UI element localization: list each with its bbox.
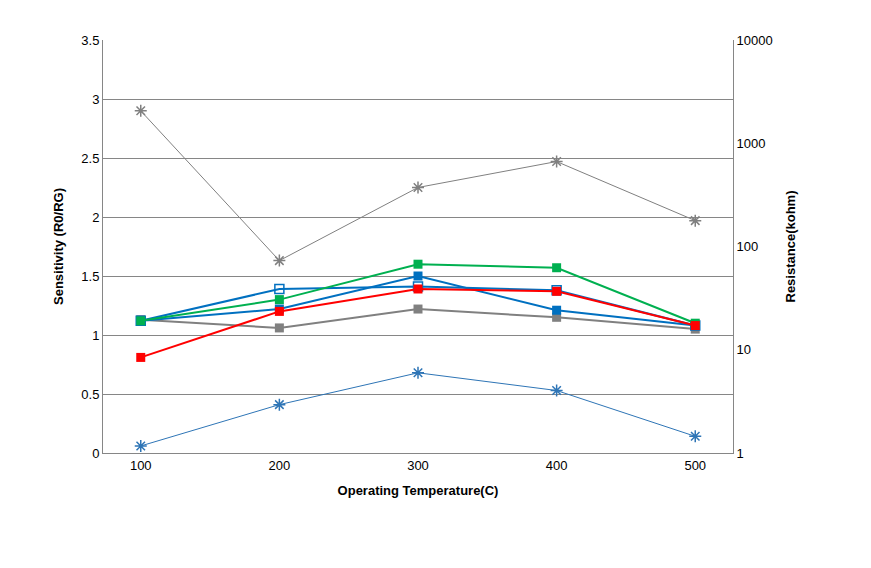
svg-text:3: 3: [92, 92, 99, 107]
svg-text:10: 10: [737, 342, 751, 357]
svg-text:1: 1: [92, 328, 99, 343]
svg-text:Operating Temperature(C): Operating Temperature(C): [338, 483, 499, 498]
svg-text:1.5: 1.5: [81, 269, 99, 284]
svg-text:500: 500: [684, 458, 706, 473]
svg-text:Resistance(kohm): Resistance(kohm): [783, 191, 798, 303]
svg-text:100: 100: [130, 458, 152, 473]
svg-text:1: 1: [737, 446, 744, 461]
svg-text:Sensitivity (R0/RG): Sensitivity (R0/RG): [51, 188, 66, 305]
svg-text:100: 100: [737, 239, 759, 254]
svg-text:200: 200: [269, 458, 291, 473]
svg-text:300: 300: [407, 458, 429, 473]
svg-text:2.5: 2.5: [81, 151, 99, 166]
svg-text:0.5: 0.5: [81, 387, 99, 402]
svg-text:2: 2: [92, 210, 99, 225]
svg-text:1000: 1000: [737, 136, 766, 151]
svg-text:0: 0: [92, 446, 99, 461]
svg-text:10000: 10000: [737, 33, 773, 48]
svg-text:3.5: 3.5: [81, 33, 99, 48]
svg-text:400: 400: [546, 458, 568, 473]
